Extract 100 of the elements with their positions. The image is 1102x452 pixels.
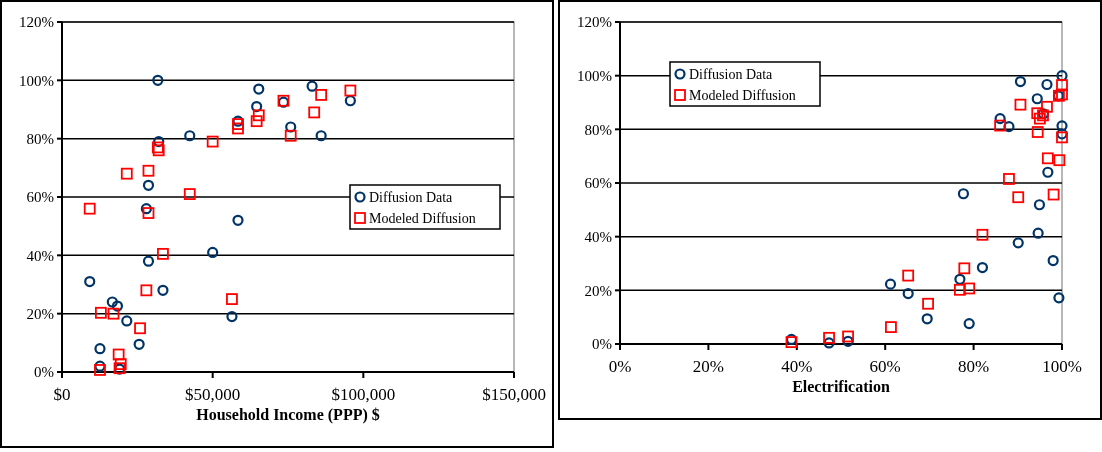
point bbox=[1031, 93, 1043, 105]
point bbox=[963, 318, 975, 330]
point bbox=[206, 135, 219, 148]
point bbox=[958, 262, 971, 275]
x-tick-label: $0 bbox=[53, 385, 71, 404]
point bbox=[284, 129, 297, 142]
legend-label: Modeled Diffusion bbox=[689, 87, 796, 103]
point bbox=[94, 306, 107, 319]
point bbox=[976, 261, 989, 274]
point bbox=[106, 296, 118, 308]
point bbox=[112, 348, 125, 361]
x-tick-label: $100,000 bbox=[331, 385, 396, 404]
point bbox=[184, 130, 196, 142]
x-tick-label: 60% bbox=[869, 357, 901, 376]
x-axis-title: Household Income (PPP) $ bbox=[196, 406, 380, 424]
point bbox=[94, 364, 106, 376]
point bbox=[884, 278, 897, 290]
point bbox=[957, 188, 970, 200]
point bbox=[1012, 191, 1025, 204]
y-tick-label: 100% bbox=[19, 72, 54, 89]
x-tick-label: 40% bbox=[781, 357, 813, 376]
point bbox=[823, 337, 835, 349]
point bbox=[842, 330, 854, 343]
point bbox=[140, 284, 153, 297]
y-tick-label: 120% bbox=[19, 14, 54, 31]
point bbox=[344, 95, 356, 107]
y-tick-label: 20% bbox=[26, 305, 54, 322]
point bbox=[1056, 70, 1068, 82]
point bbox=[83, 202, 96, 215]
x-tick-label: $150,000 bbox=[482, 385, 546, 404]
point bbox=[1042, 166, 1054, 178]
point bbox=[142, 255, 155, 267]
point bbox=[94, 360, 106, 372]
point bbox=[1047, 188, 1060, 201]
point bbox=[114, 358, 127, 371]
point bbox=[285, 121, 297, 133]
point bbox=[120, 167, 133, 180]
point bbox=[1041, 100, 1053, 113]
point bbox=[308, 106, 321, 119]
point bbox=[84, 275, 96, 288]
y-tick-label: 0% bbox=[592, 336, 612, 353]
point bbox=[994, 113, 1006, 125]
point bbox=[1014, 75, 1027, 88]
x-axis-title: Electrification bbox=[792, 378, 890, 395]
y-tick-label: 40% bbox=[26, 247, 54, 264]
point bbox=[142, 164, 155, 177]
point bbox=[253, 83, 265, 95]
point bbox=[954, 273, 966, 285]
point bbox=[1003, 121, 1015, 133]
point bbox=[252, 109, 265, 122]
legend-label: Modeled Diffusion bbox=[369, 210, 476, 226]
point bbox=[94, 343, 106, 355]
y-tick-label: 120% bbox=[577, 14, 612, 31]
point bbox=[226, 293, 238, 305]
point bbox=[1056, 120, 1068, 132]
point bbox=[842, 335, 854, 347]
y-tick-label: 40% bbox=[584, 228, 612, 245]
y-tick-label: 20% bbox=[584, 282, 612, 299]
point bbox=[142, 179, 155, 191]
point bbox=[226, 310, 238, 323]
point bbox=[142, 207, 155, 219]
point bbox=[183, 188, 196, 200]
point bbox=[251, 100, 263, 113]
y-tick-label: 60% bbox=[26, 189, 54, 206]
point bbox=[315, 89, 328, 101]
x-tick-label: 0% bbox=[608, 357, 632, 376]
point bbox=[250, 115, 263, 128]
y-tick-label: 60% bbox=[584, 175, 612, 192]
point bbox=[1041, 78, 1053, 91]
point bbox=[902, 287, 914, 300]
point bbox=[133, 338, 145, 350]
point bbox=[1012, 237, 1024, 249]
point bbox=[1056, 128, 1068, 140]
point bbox=[1041, 152, 1054, 165]
y-tick-label: 80% bbox=[584, 121, 612, 138]
point bbox=[1047, 254, 1059, 267]
point bbox=[134, 322, 146, 335]
point bbox=[111, 300, 124, 312]
point bbox=[232, 214, 244, 226]
point bbox=[963, 282, 976, 295]
point bbox=[922, 297, 934, 310]
point bbox=[994, 119, 1007, 132]
point bbox=[1053, 292, 1065, 304]
point bbox=[152, 74, 164, 86]
point bbox=[885, 321, 897, 333]
point bbox=[157, 247, 169, 260]
point bbox=[1033, 199, 1046, 211]
y-tick-label: 80% bbox=[26, 130, 54, 147]
point bbox=[1014, 98, 1027, 111]
point bbox=[121, 315, 133, 327]
point bbox=[207, 246, 219, 259]
point bbox=[140, 203, 152, 215]
point bbox=[1031, 126, 1044, 138]
point bbox=[107, 307, 120, 320]
point bbox=[1032, 227, 1044, 239]
point bbox=[306, 80, 318, 92]
point bbox=[344, 84, 357, 97]
point bbox=[1031, 107, 1044, 120]
legend-label: Diffusion Data bbox=[689, 66, 774, 82]
legend-label: Diffusion Data bbox=[369, 189, 454, 205]
